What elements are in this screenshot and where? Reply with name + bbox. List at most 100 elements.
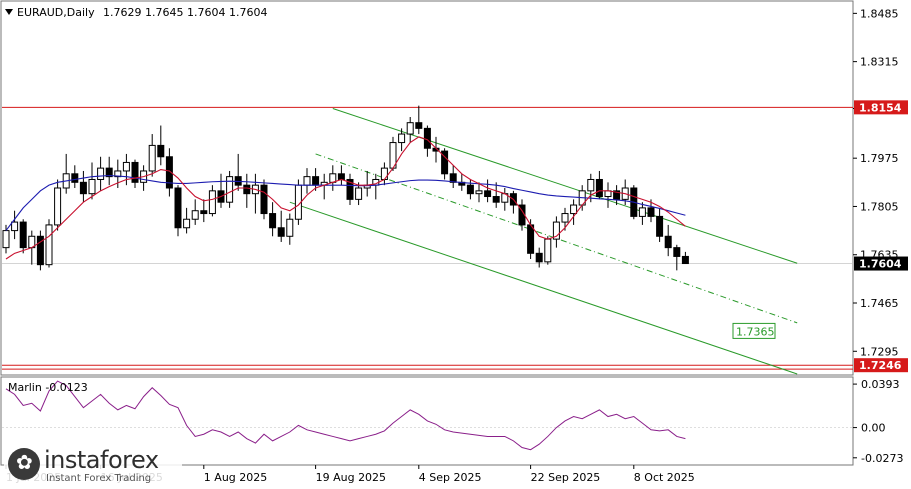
- moving-averages: 1.7365: [5, 136, 776, 339]
- candle-body: [544, 238, 552, 263]
- candle: [664, 224, 672, 257]
- candle: [105, 156, 113, 186]
- candle: [277, 210, 285, 242]
- candle: [552, 216, 560, 248]
- candle: [656, 207, 664, 242]
- candle-body: [656, 215, 664, 237]
- candle-body: [114, 170, 122, 178]
- price-label-box: [854, 256, 908, 271]
- symbol-title: EURAUD,Daily: [17, 6, 95, 19]
- candle: [647, 199, 655, 223]
- candle: [71, 165, 79, 188]
- price-label: 1.7604: [859, 258, 902, 271]
- oscillator-line: [5, 380, 686, 451]
- candle-body: [587, 178, 595, 192]
- candle: [97, 156, 105, 191]
- target-label: 1.7365: [736, 325, 775, 338]
- logo-brand: instaforex: [44, 446, 159, 474]
- candle: [441, 148, 449, 180]
- candle: [79, 170, 87, 203]
- candle: [595, 170, 603, 200]
- candle-body: [174, 187, 182, 229]
- candle: [613, 185, 621, 206]
- candle-body: [475, 190, 483, 195]
- candle: [286, 213, 294, 245]
- candle-body: [329, 173, 337, 183]
- candle-body: [673, 247, 681, 257]
- collapse-triangle-icon[interactable]: [5, 9, 13, 15]
- candle-body: [595, 178, 603, 198]
- candle: [561, 207, 569, 231]
- ma-blue-line: [5, 174, 686, 231]
- channel-lower-line: [289, 201, 798, 375]
- candle: [88, 162, 96, 200]
- logo-mark-icon: ✿: [8, 448, 40, 480]
- price-label-box: [854, 100, 908, 115]
- candle-body: [97, 167, 105, 180]
- candle-body: [312, 176, 320, 186]
- candle: [681, 251, 689, 265]
- candle: [638, 202, 646, 225]
- candle-body: [45, 224, 53, 266]
- ma-red-line: [5, 136, 686, 260]
- osc-tick-label: 0.00: [861, 422, 886, 435]
- candle-body: [208, 190, 216, 215]
- candle: [200, 199, 208, 223]
- target-label-box: [732, 322, 776, 339]
- candle-body: [398, 133, 406, 144]
- ohlc-values: 1.7629 1.7645 1.7604 1.7604: [103, 6, 267, 19]
- candle-body: [226, 176, 234, 203]
- candle-body: [19, 221, 27, 249]
- candle: [45, 219, 53, 268]
- candle: [484, 179, 492, 203]
- osc-tick-label: 0.0393: [861, 378, 900, 391]
- candle-body: [243, 184, 251, 195]
- candle-body: [552, 221, 560, 240]
- candle-body: [200, 210, 208, 215]
- candle-body: [337, 173, 345, 180]
- x-tick-label: 4 Sep 2025: [419, 471, 482, 484]
- candle-body: [681, 255, 689, 265]
- y-tick-label: 1.7465: [860, 297, 899, 310]
- candle: [269, 202, 277, 237]
- candle-body: [36, 235, 44, 266]
- x-tick-label: 8 Oct 2025: [634, 471, 695, 484]
- candle-body: [561, 213, 569, 223]
- y-tick-label: 1.7975: [860, 152, 899, 165]
- candle-body: [346, 178, 354, 200]
- candle-body: [406, 122, 414, 135]
- x-tick-label: 1 Aug 2025: [204, 471, 267, 484]
- x-tick-label: 19 Aug 2025: [316, 471, 386, 484]
- candle-body: [449, 173, 457, 183]
- candle-body: [277, 227, 285, 237]
- candle: [226, 170, 234, 208]
- candle: [183, 207, 191, 234]
- candle: [492, 182, 500, 208]
- candle-body: [380, 167, 388, 180]
- candle-body: [355, 187, 363, 200]
- candle: [587, 173, 595, 203]
- candle-body: [131, 161, 139, 183]
- candle-body: [260, 184, 268, 215]
- candle-body: [157, 144, 165, 158]
- candle-body: [286, 218, 294, 237]
- candle-body: [165, 156, 173, 189]
- main-pane-frame: [0, 0, 854, 376]
- candle: [174, 185, 182, 237]
- candle-body: [570, 204, 578, 215]
- candle-body: [105, 167, 113, 178]
- candle: [535, 247, 543, 268]
- candle: [398, 128, 406, 152]
- candle-body: [664, 235, 672, 249]
- candle-body: [466, 184, 474, 195]
- candle-body: [269, 213, 277, 229]
- channel-mid-line: [315, 153, 798, 324]
- candle-body: [484, 190, 492, 198]
- candle-body: [647, 207, 655, 217]
- candle-body: [2, 230, 10, 249]
- candle-body: [79, 181, 87, 195]
- candle-body: [303, 176, 311, 186]
- price-label: 1.8154: [859, 101, 902, 114]
- candle: [36, 230, 44, 271]
- candle: [415, 105, 423, 135]
